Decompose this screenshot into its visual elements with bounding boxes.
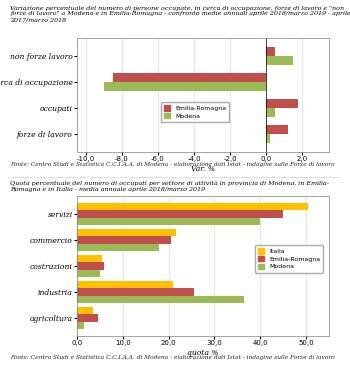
Text: Fonte: Centro Studi e Statistica C.C.I.A.A. di Modena - elaborazione dati Istat : Fonte: Centro Studi e Statistica C.C.I.A… — [10, 355, 335, 360]
X-axis label: Var. %: Var. % — [191, 165, 215, 173]
Bar — [266, 99, 299, 108]
Bar — [266, 134, 270, 143]
Bar — [77, 255, 102, 262]
Bar — [77, 322, 84, 329]
Text: Fonte: Centro Studi e Statistica C.C.I.A.A. di Modena - elaborazione dati Istat : Fonte: Centro Studi e Statistica C.C.I.A… — [10, 162, 335, 166]
Legend: Italia, Emilia-Romagna, Modena: Italia, Emilia-Romagna, Modena — [255, 245, 323, 272]
Bar — [77, 314, 98, 322]
Bar — [104, 82, 266, 91]
Bar — [266, 56, 293, 65]
Bar — [77, 229, 175, 236]
Bar — [266, 125, 288, 134]
Bar — [77, 218, 260, 225]
Text: Variazione percentuale del numero di persone occupate, in cerca di occupazione, : Variazione percentuale del numero di per… — [10, 6, 350, 22]
Text: Quota percentuale del numero di occupati per settore di attività in provincia di: Quota percentuale del numero di occupati… — [10, 180, 329, 192]
Bar — [77, 270, 100, 277]
Bar — [77, 281, 173, 288]
Bar — [266, 108, 275, 117]
Bar — [266, 47, 275, 56]
X-axis label: quota %: quota % — [187, 349, 219, 357]
Bar — [77, 236, 171, 244]
Legend: Emilia-Romagna, Modena: Emilia-Romagna, Modena — [161, 102, 229, 122]
Bar — [77, 244, 160, 251]
Bar — [77, 210, 283, 218]
Bar — [77, 288, 194, 296]
Bar — [77, 262, 105, 270]
Bar — [113, 73, 266, 82]
Bar — [77, 296, 244, 303]
Bar — [77, 203, 308, 210]
Bar — [77, 307, 93, 314]
